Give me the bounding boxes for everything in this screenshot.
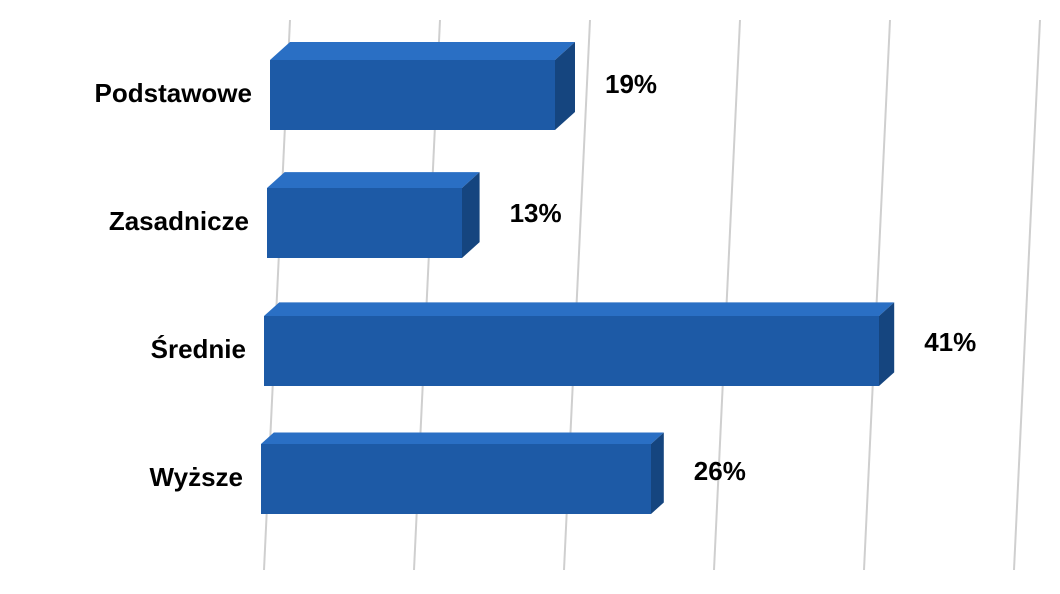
bar-front bbox=[267, 188, 462, 258]
value-label: 41% bbox=[924, 327, 976, 357]
bar-2: Średnie 41% bbox=[151, 302, 977, 386]
bar-front bbox=[270, 60, 555, 130]
value-label: 19% bbox=[605, 69, 657, 99]
bar-top bbox=[270, 42, 575, 60]
bar-front bbox=[264, 316, 879, 386]
education-level-bar-chart: Podstawowe 19% Zasadnicze 13% Średnie 41% Wyżs… bbox=[0, 0, 1060, 594]
category-label: Wyższe bbox=[150, 462, 243, 492]
bar-top bbox=[264, 302, 894, 316]
category-label: Średnie bbox=[151, 334, 246, 364]
bar-side bbox=[651, 432, 664, 514]
bar-side bbox=[879, 302, 894, 386]
category-label: Zasadnicze bbox=[109, 206, 249, 236]
value-label: 26% bbox=[694, 456, 746, 486]
value-label: 13% bbox=[510, 198, 562, 228]
bar-top bbox=[267, 172, 480, 188]
bar-top bbox=[261, 432, 664, 444]
category-label: Podstawowe bbox=[95, 78, 252, 108]
bar-front bbox=[261, 444, 651, 514]
